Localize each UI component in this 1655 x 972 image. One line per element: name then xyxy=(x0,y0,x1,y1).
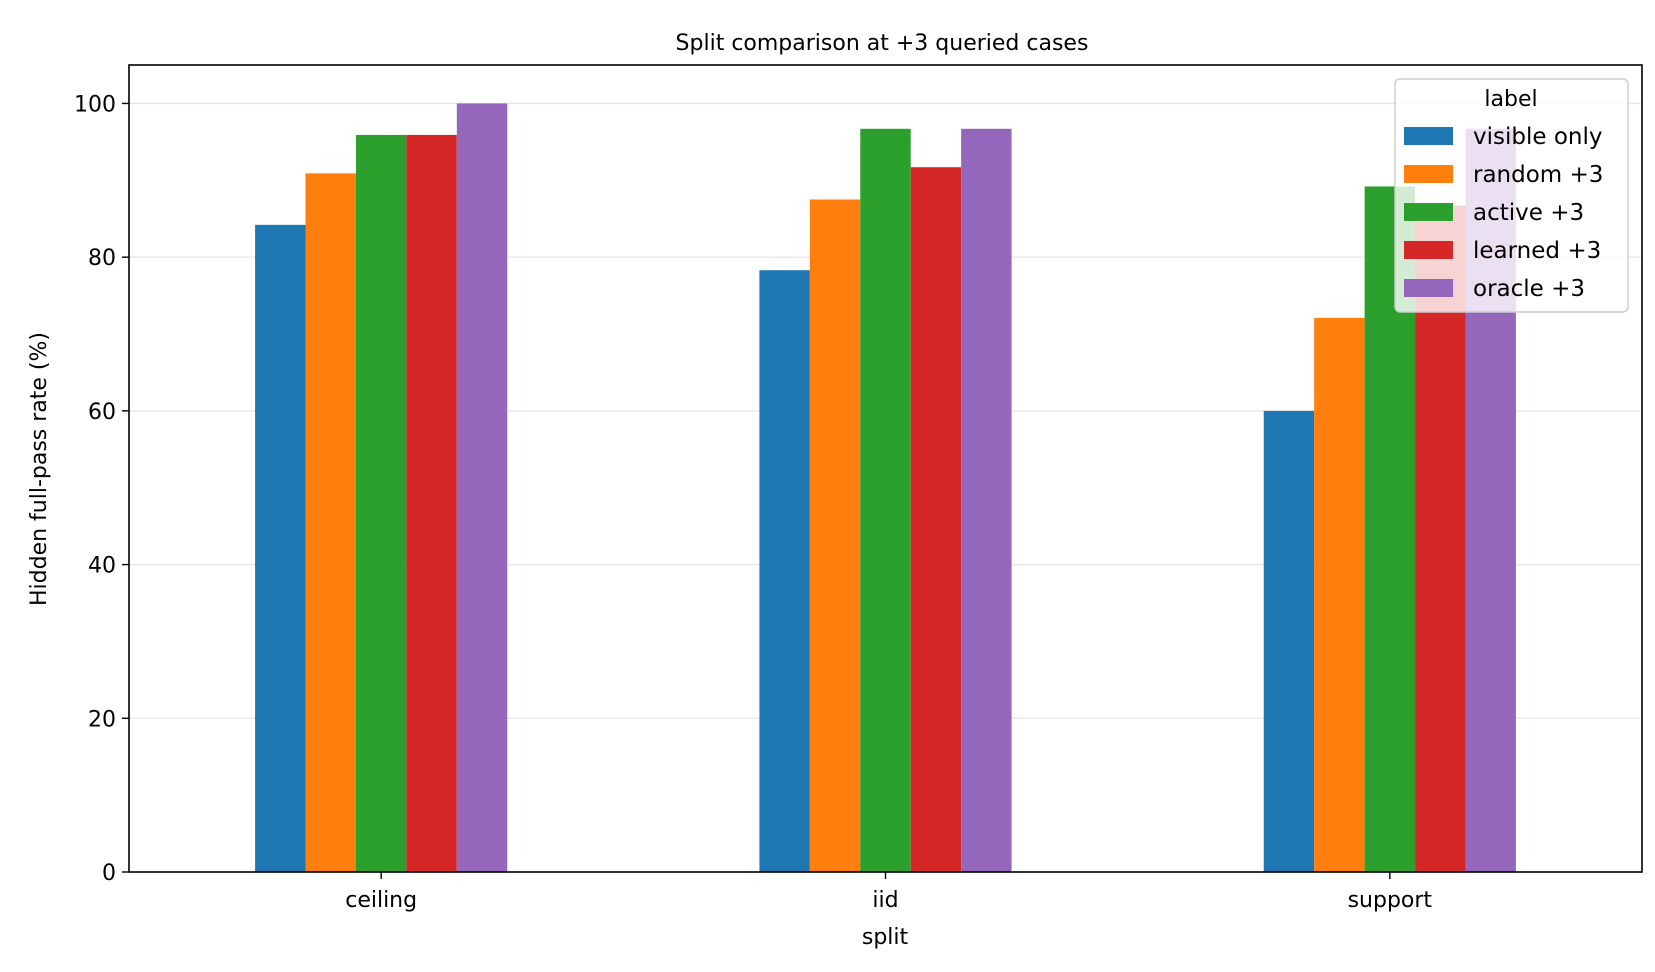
y-tick-label: 0 xyxy=(102,861,116,886)
y-tick-label: 40 xyxy=(88,554,116,579)
bar-active-3-ceiling xyxy=(355,134,407,872)
legend-entry: visible only xyxy=(1473,124,1602,150)
x-axis-label: split xyxy=(862,925,909,950)
legend-box xyxy=(1394,78,1629,313)
legend-entry: random +3 xyxy=(1473,162,1603,188)
x-tick-label: iid xyxy=(872,888,898,913)
bars xyxy=(255,103,1516,873)
bar-learned-3-iid xyxy=(910,167,962,873)
y-axis: 0 20 40 60 80 100 xyxy=(74,92,129,886)
bar-visible-only-support xyxy=(1263,410,1315,872)
chart-title: Split comparison at +3 queried cases xyxy=(676,31,1089,56)
x-tick-label: ceiling xyxy=(345,888,417,913)
y-tick-label: 100 xyxy=(74,92,116,117)
legend-swatch xyxy=(1404,241,1453,259)
y-tick-label: 20 xyxy=(88,707,116,732)
bar-learned-3-ceiling xyxy=(406,134,457,872)
bar-random-3-support xyxy=(1314,317,1365,872)
legend-swatch xyxy=(1404,203,1453,221)
legend-swatch xyxy=(1404,127,1453,145)
bar-random-3-ceiling xyxy=(305,173,356,872)
legend-title: label xyxy=(1484,87,1537,112)
x-axis: ceiling iid support xyxy=(345,872,1432,913)
bar-oracle-3-iid xyxy=(961,128,1012,872)
legend-swatch xyxy=(1404,279,1453,297)
legend: label visible only random +3 active +3 lear… xyxy=(1394,78,1629,313)
legend-entry: oracle +3 xyxy=(1473,276,1585,302)
bar-active-3-iid xyxy=(860,128,911,872)
y-axis-label: Hidden full-pass rate (%) xyxy=(27,332,52,606)
bar-learned-3-support xyxy=(1415,205,1466,873)
x-tick-label: support xyxy=(1348,888,1433,913)
y-tick-label: 60 xyxy=(88,400,116,425)
legend-entry: active +3 xyxy=(1473,200,1584,226)
y-tick-label: 80 xyxy=(88,246,116,271)
legend-swatch xyxy=(1404,165,1453,183)
legend-entry: learned +3 xyxy=(1473,238,1601,264)
bar-oracle-3-ceiling xyxy=(456,103,508,872)
bar-visible-only-ceiling xyxy=(255,224,306,872)
bar-visible-only-iid xyxy=(759,270,810,872)
bar-random-3-iid xyxy=(809,199,861,872)
